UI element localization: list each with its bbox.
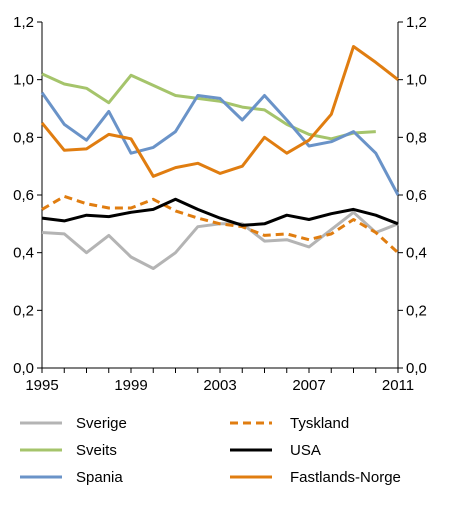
series-lines [40,45,400,270]
right-y-tick-label: 0,8 [406,129,427,146]
right-y-tick-label: 1,0 [406,72,427,89]
right-y-tick-label: 0,4 [406,245,427,262]
x-tick-label: 1999 [114,377,147,394]
series-line-sveits [41,72,376,141]
legend-label-spania: Spania [76,469,123,486]
legend-label-fastlands-norge: Fastlands-Norge [290,469,401,486]
legend-label-sverige: Sverige [76,415,127,432]
left-y-tick-labels: 0,0 0,2 0,4 0,6 0,8 1,0 1,2 [13,14,34,377]
x-tick-label: 2007 [292,377,325,394]
right-y-tick-labels: 0,0 0,2 0,4 0,6 0,8 1,0 1,2 [406,14,427,377]
x-tick-label: 2003 [203,377,236,394]
left-y-tick-label: 1,0 [13,72,34,89]
left-y-tick-label: 0,6 [13,187,34,204]
x-tick-label: 1995 [25,377,58,394]
right-y-tick-label: 0,2 [406,302,427,319]
series-line-fastlands-norge [40,45,399,178]
legend-label-tyskland: Tyskland [290,415,349,432]
left-y-tick-label: 0,0 [13,360,34,377]
left-y-tick-label: 0,4 [13,245,34,262]
series-line-usa [41,197,399,227]
series-line-spania [40,91,400,196]
legend-label-sveits: Sveits [76,442,117,459]
legend: Sverige Tyskland Sveits USA Spania Fastlands-… [20,415,401,486]
left-y-tick-label: 1,2 [13,14,34,31]
legend-label-usa: USA [290,442,321,459]
chart-axes [37,21,403,373]
right-y-tick-label: 0,0 [406,360,427,377]
right-y-tick-label: 0,6 [406,187,427,204]
series-line-tyskland [41,194,400,254]
left-y-tick-label: 0,2 [13,302,34,319]
x-tick-labels: 1995 1999 2003 2007 2011 [25,377,414,394]
left-y-tick-label: 0,8 [13,129,34,146]
right-y-tick-label: 1,2 [406,14,427,31]
x-tick-label: 2011 [382,377,414,394]
series-line-sverige [41,210,399,270]
